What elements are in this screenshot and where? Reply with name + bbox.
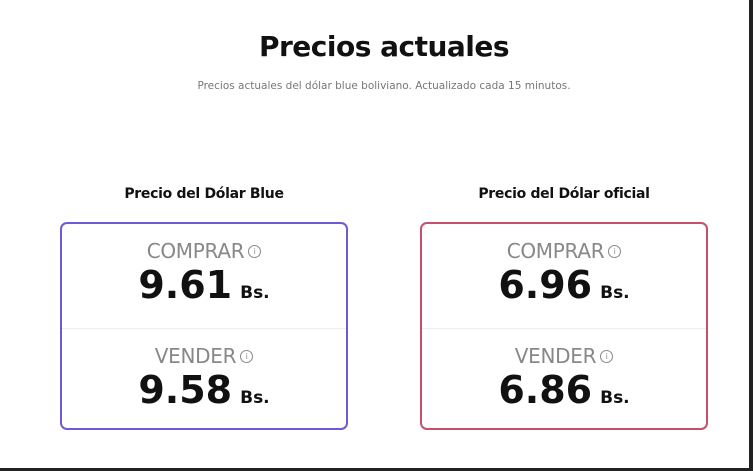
official-dollar-column: Precio del Dólar oficial COMPRAR i 6.96 Bs… [420, 186, 708, 430]
buy-label: COMPRAR [146, 239, 245, 263]
currency-unit: Bs. [600, 283, 630, 303]
currency-unit: Bs. [600, 388, 630, 408]
buy-section: COMPRAR i 9.61 Bs. [62, 224, 346, 328]
sell-value: 6.86 [498, 368, 593, 412]
buy-value: 6.96 [498, 263, 593, 307]
card-title: Precio del Dólar Blue [124, 186, 284, 202]
page-title: Precios actuales [258, 30, 510, 63]
sell-section: VENDER i 9.58 Bs. [62, 328, 346, 432]
sell-label: VENDER [514, 344, 597, 368]
window-frame-bottom [0, 468, 753, 471]
blue-dollar-card: COMPRAR i 9.61 Bs. VENDER i 9.58 Bs. [60, 222, 348, 430]
buy-value: 9.61 [138, 263, 233, 307]
blue-dollar-column: Precio del Dólar Blue COMPRAR i 9.61 Bs. V… [60, 186, 348, 430]
sell-section: VENDER i 6.86 Bs. [422, 328, 706, 432]
buy-label: COMPRAR [506, 239, 605, 263]
currency-unit: Bs. [240, 388, 270, 408]
info-icon[interactable]: i [600, 350, 614, 363]
buy-section: COMPRAR i 6.96 Bs. [422, 224, 706, 328]
currency-unit: Bs. [240, 283, 270, 303]
info-icon[interactable]: i [240, 350, 254, 363]
info-icon[interactable]: i [248, 245, 262, 258]
card-title: Precio del Dólar oficial [478, 186, 650, 202]
sell-value: 9.58 [138, 368, 233, 412]
window-frame-right [749, 0, 753, 471]
page-subtitle: Precios actuales del dólar blue bolivian… [197, 80, 571, 92]
info-icon[interactable]: i [608, 245, 622, 258]
official-dollar-card: COMPRAR i 6.96 Bs. VENDER i 6.86 Bs. [420, 222, 708, 430]
sell-label: VENDER [154, 344, 237, 368]
